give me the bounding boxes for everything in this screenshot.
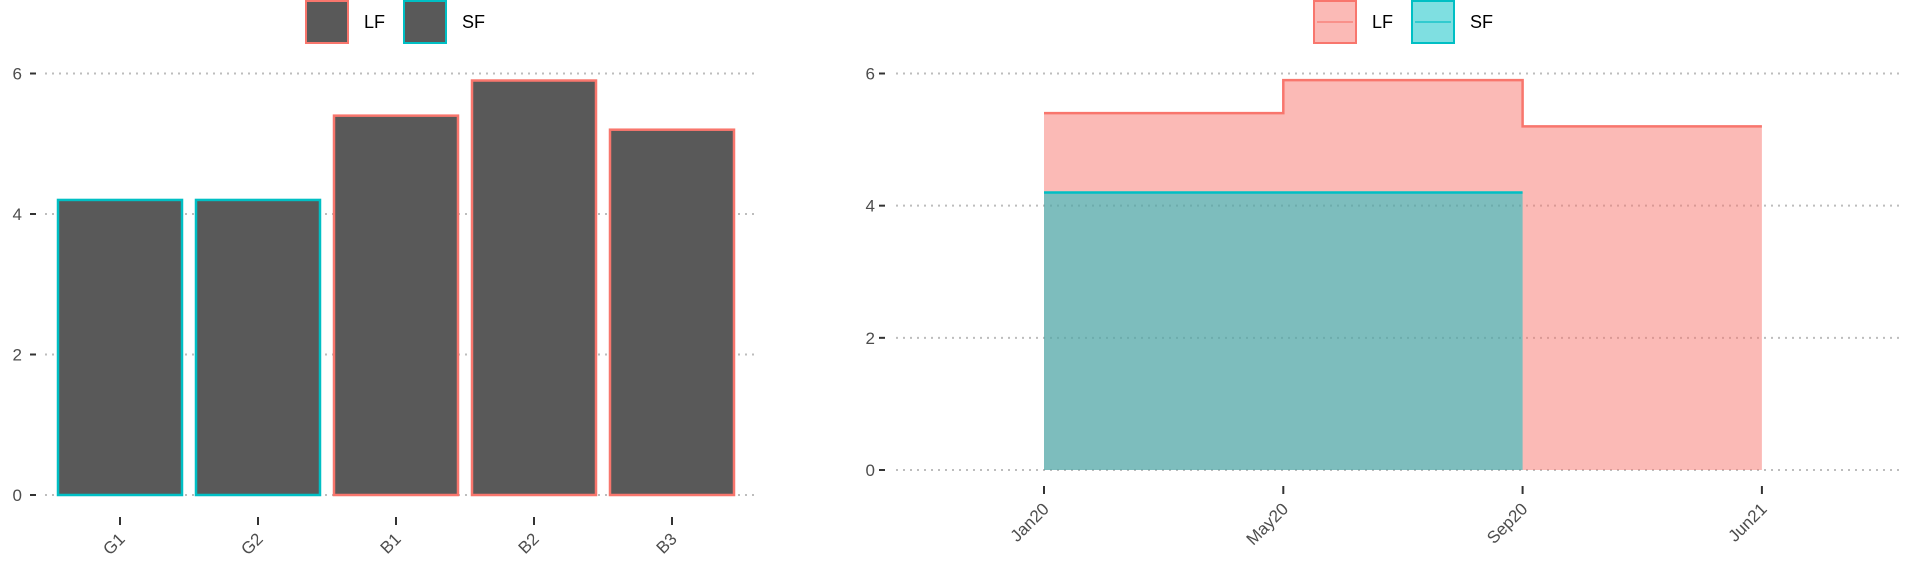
legend-label: LF: [364, 12, 385, 32]
bar-g1: [56, 198, 184, 497]
y-tick-label: 2: [866, 329, 875, 348]
x-tick-label: Jan20: [1007, 499, 1053, 545]
legend-label: SF: [1470, 12, 1493, 32]
y-tick-label: 4: [13, 205, 22, 224]
y-tick-label: 4: [866, 197, 875, 216]
legend-key: [305, 0, 349, 44]
x-tick-label: Sep20: [1483, 499, 1531, 547]
legend-label: LF: [1372, 12, 1393, 32]
bar-g2: [194, 198, 322, 497]
x-tick-label: Jun21: [1725, 499, 1771, 545]
x-tick-label: G2: [237, 529, 266, 558]
y-tick-label: 0: [866, 461, 875, 480]
legend-item-sf: SF: [403, 0, 485, 44]
legend-label: SF: [462, 12, 485, 32]
bar-b3: [608, 128, 736, 497]
x-tick-label: B2: [515, 529, 543, 557]
legend-item-lf: LF: [1313, 0, 1393, 44]
y-tick-label: 6: [13, 65, 22, 84]
y-tick-label: 2: [13, 346, 22, 365]
legend-item-sf: SF: [1411, 0, 1493, 44]
legend-item-lf: LF: [305, 0, 385, 44]
x-tick-label: B3: [653, 529, 681, 557]
x-tick-label: B1: [377, 529, 405, 557]
step-line-lf: [1044, 78, 1762, 128]
legend-key: [403, 0, 447, 44]
bar-b2: [470, 79, 598, 497]
area-sf: [1044, 192, 1523, 470]
y-tick-label: 0: [13, 486, 22, 505]
x-tick-label: G1: [99, 529, 128, 558]
y-tick-label: 6: [866, 65, 875, 84]
x-tick-label: May20: [1243, 499, 1293, 549]
bar-b1: [332, 114, 460, 497]
